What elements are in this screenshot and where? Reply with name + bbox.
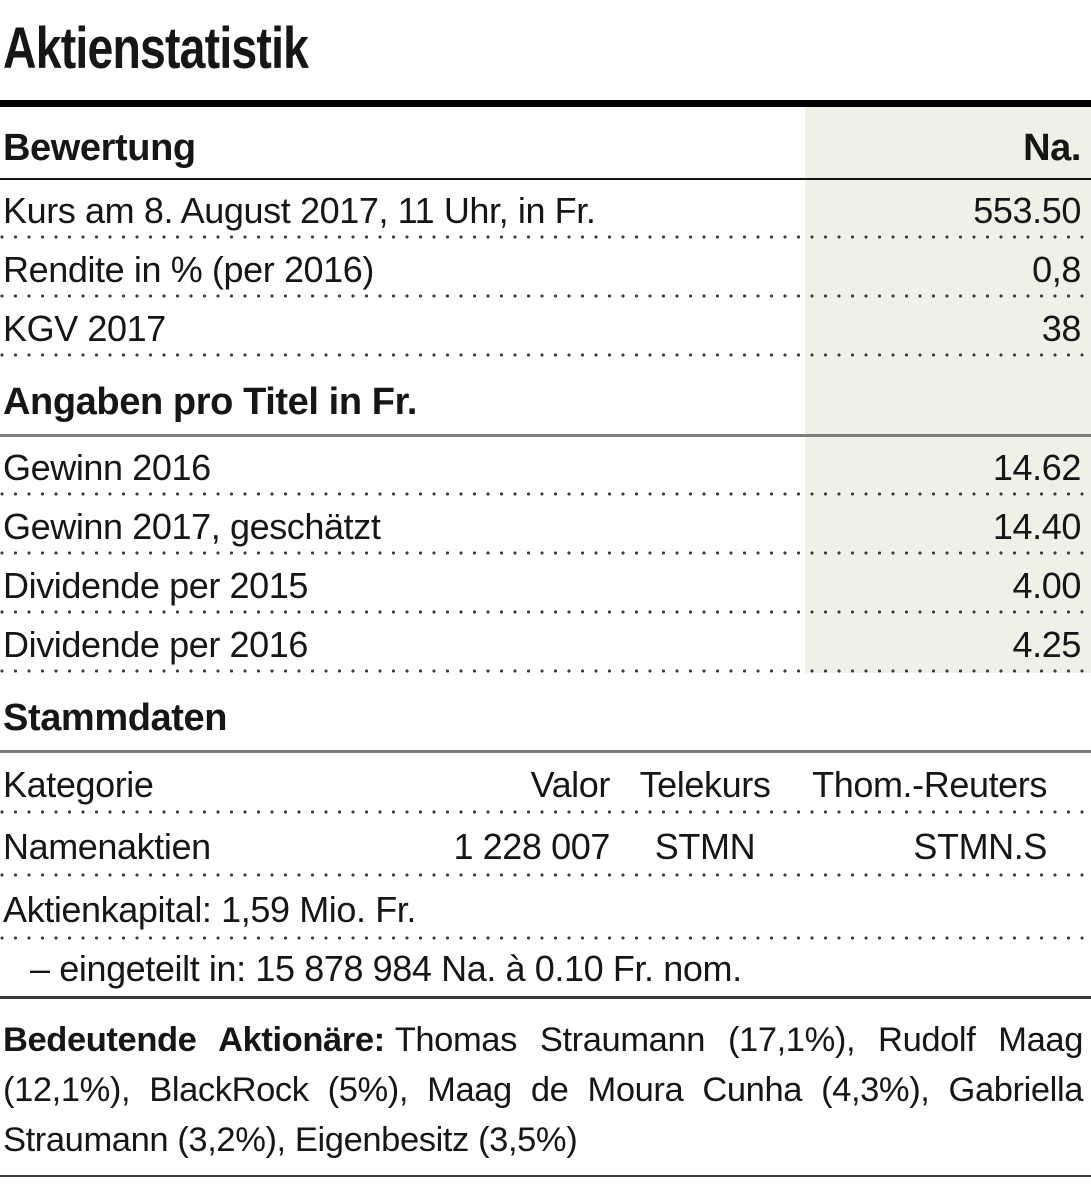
- valor-number: 1 228 007: [453, 825, 610, 867]
- col-telekurs: Telekurs: [639, 763, 771, 805]
- column-header-na: Na.: [1023, 127, 1081, 169]
- bewertung-heading: Bewertung: [3, 127, 196, 169]
- row-label: Dividende per 2016: [3, 623, 309, 665]
- table-row-rendite: Rendite in % (per 2016) 0,8: [0, 239, 1091, 298]
- shareholders-paragraph: Bedeutende Aktionäre: Thomas Straumann (1…: [0, 999, 1091, 1177]
- row-value: 553.50: [973, 189, 1081, 231]
- shareholders-text: Thomas Straumann (17,1%), Rudolf Maag (1…: [3, 1021, 1084, 1159]
- row-value: 38: [1041, 307, 1082, 349]
- table-row-dividende-2016: Dividende per 2016 4.25: [0, 614, 1091, 673]
- title-block: Aktienstatistik: [0, 0, 1091, 100]
- table-row-namenaktien: Namenaktien 1 228 007 STMN STMN.S: [0, 814, 1091, 877]
- row-value: 14.62: [992, 446, 1081, 488]
- row-value: 4.00: [1012, 564, 1082, 606]
- table-row-gewinn-2016: Gewinn 2016 14.62: [0, 437, 1091, 496]
- section-header-bewertung: Bewertung Na.: [0, 107, 1091, 180]
- row-label: Namenaktien: [3, 825, 211, 867]
- top-rule: [0, 100, 1091, 107]
- row-value: 4.25: [1012, 623, 1082, 665]
- table-row-gewinn-2017: Gewinn 2017, geschätzt 14.40: [0, 496, 1091, 555]
- col-valor: Valor: [530, 763, 611, 805]
- telekurs-symbol: STMN: [654, 825, 756, 867]
- stammdaten-heading: Stammdaten: [3, 697, 228, 739]
- value-column-highlight: [805, 107, 1091, 673]
- table-row-dividende-2015: Dividende per 2015 4.00: [0, 555, 1091, 614]
- row-label: – eingeteilt in: 15 878 984 Na. à 0.10 F…: [30, 948, 742, 989]
- table-row-kgv: KGV 2017 38: [0, 298, 1091, 357]
- row-label: Rendite in % (per 2016): [3, 248, 375, 290]
- row-label: Kategorie: [3, 763, 154, 805]
- table-row-aktienkapital: Aktienkapital: 1,59 Mio. Fr.: [0, 877, 1091, 940]
- row-label: Dividende per 2015: [3, 564, 309, 606]
- page-title: Aktienstatistik: [3, 16, 309, 81]
- table-row-kategorie: Kategorie Valor Telekurs Thom.-Reuters: [0, 753, 1091, 814]
- section-header-angaben: Angaben pro Titel in Fr.: [0, 357, 1091, 437]
- col-thom-reuters: Thom.-Reuters: [812, 763, 1047, 805]
- row-label: Gewinn 2016: [3, 446, 211, 488]
- row-value: 14.40: [992, 505, 1081, 547]
- row-label: KGV 2017: [3, 307, 166, 349]
- angaben-heading: Angaben pro Titel in Fr.: [3, 381, 418, 423]
- row-label: Aktienkapital: 1,59 Mio. Fr.: [3, 888, 416, 930]
- row-value: 0,8: [1032, 248, 1081, 290]
- row-label: Gewinn 2017, geschätzt: [3, 505, 381, 547]
- section-header-stammdaten: Stammdaten: [0, 673, 1091, 753]
- table-row-kurs: Kurs am 8. August 2017, 11 Uhr, in Fr. 5…: [0, 180, 1091, 239]
- row-label: Kurs am 8. August 2017, 11 Uhr, in Fr.: [3, 189, 596, 231]
- reuters-symbol: STMN.S: [913, 825, 1047, 867]
- shareholders-label: Bedeutende Aktionäre:: [3, 1021, 385, 1059]
- table-row-eingeteilt: – eingeteilt in: 15 878 984 Na. à 0.10 F…: [0, 940, 1091, 999]
